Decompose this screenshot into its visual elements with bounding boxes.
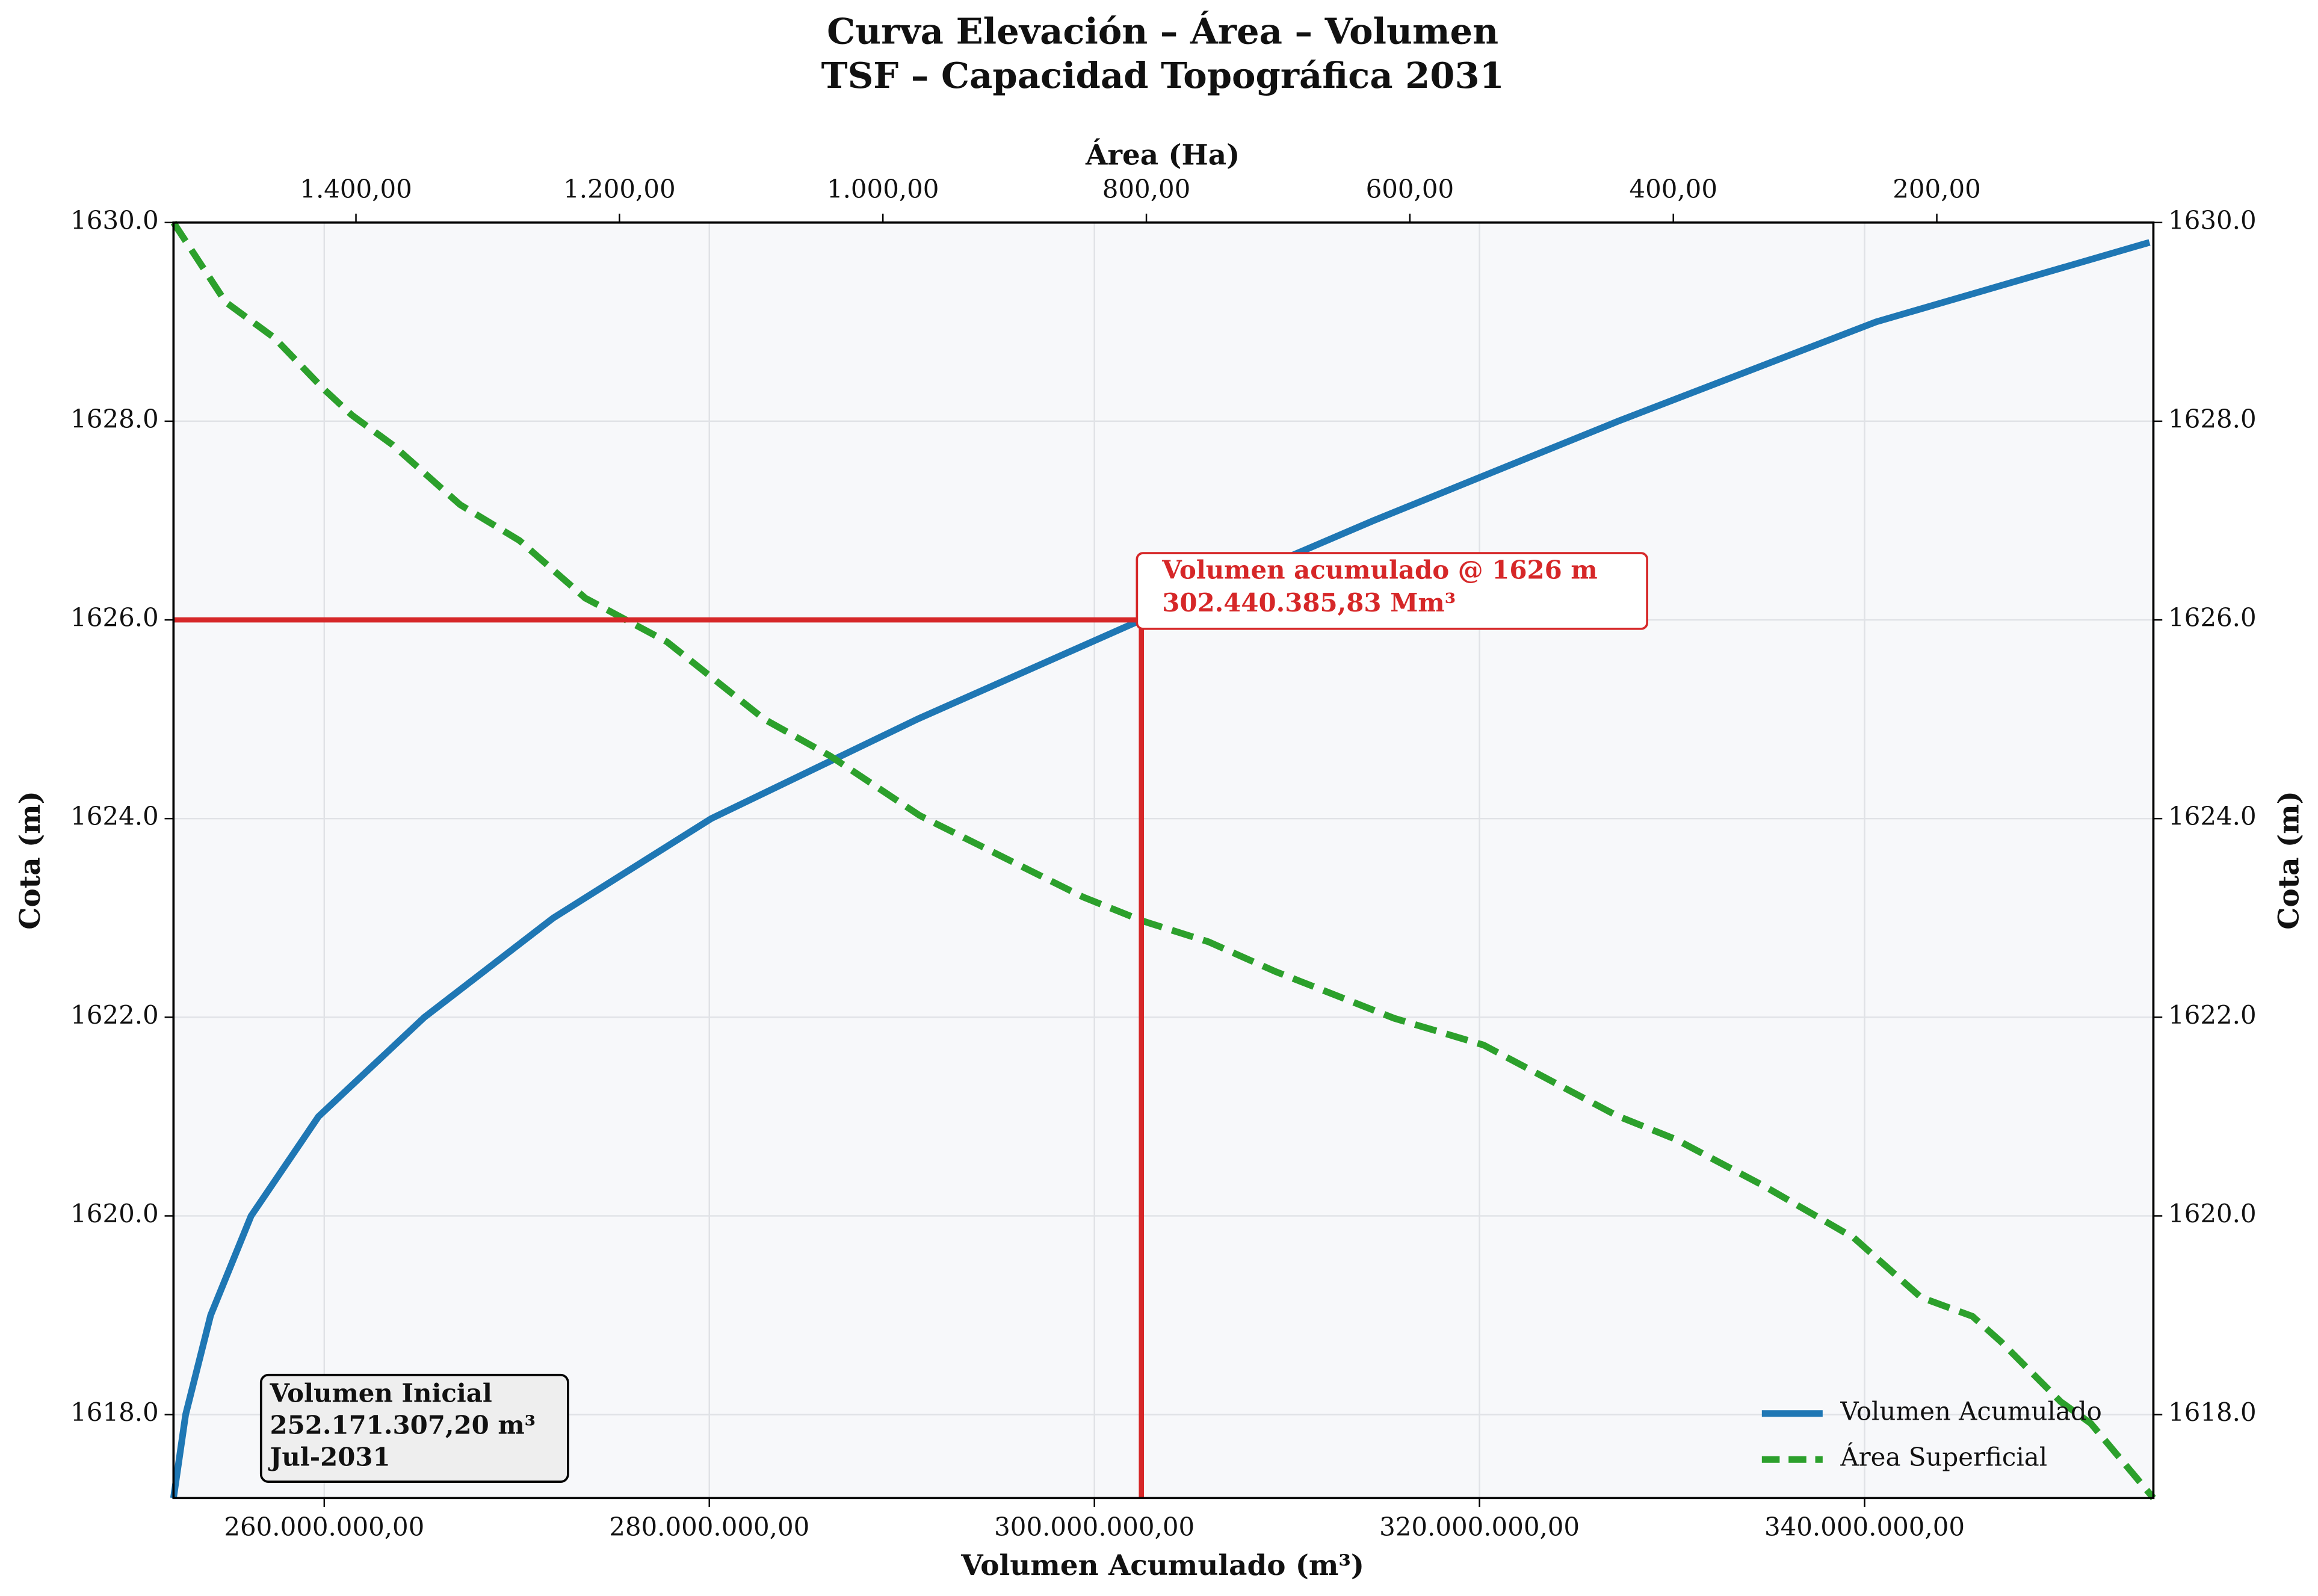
x-tick-label: 280.000.000,00 <box>609 1512 809 1541</box>
plot-background <box>173 222 2154 1499</box>
y-tick-label: 1622.0 <box>70 1000 159 1030</box>
x2-tick-label: 200,00 <box>1893 175 1981 204</box>
legend-label: Área Superficial <box>1840 1443 2047 1472</box>
x-tick-label: 260.000.000,00 <box>224 1512 424 1541</box>
line-series <box>170 239 2151 1499</box>
y-tick-label: 1630.0 <box>70 205 159 235</box>
legend-label: Volumen Acumulado <box>1840 1396 2101 1426</box>
line-series <box>170 220 2156 1500</box>
y-tick-label-right: 1628.0 <box>2168 404 2257 433</box>
y-tick-label: 1618.0 <box>70 1397 159 1427</box>
y-tick-label-right: 1630.0 <box>2168 205 2257 235</box>
info-text: Jul-2031 <box>268 1443 391 1472</box>
y-tick-label: 1620.0 <box>70 1199 159 1228</box>
y-tick-label: 1628.0 <box>70 404 159 433</box>
y-tick-label-right: 1622.0 <box>2168 1000 2257 1030</box>
x-axis-label: Volumen Acumulado (m³) <box>960 1549 1364 1582</box>
x2-axis-label: Área (Ha) <box>1085 138 1240 172</box>
y-axis-label-right: Cota (m) <box>2273 791 2306 930</box>
y-tick-label-right: 1618.0 <box>2168 1397 2257 1427</box>
y-tick-label: 1626.0 <box>70 603 159 633</box>
x2-tick-label: 400,00 <box>1629 175 1717 204</box>
info-box <box>259 1373 569 1483</box>
info-text: 252.171.307,20 m³ <box>270 1411 536 1440</box>
x2-tick-label: 1.200,00 <box>563 175 675 204</box>
x-tick-label: 300.000.000,00 <box>994 1512 1195 1541</box>
annotation-text: Volumen acumulado @ 1626 m <box>1161 555 1597 585</box>
annotation-box <box>1136 552 1648 630</box>
x-tick-label: 320.000.000,00 <box>1379 1512 1580 1541</box>
info-text: Volumen Inicial <box>270 1379 492 1408</box>
y-tick-label-right: 1624.0 <box>2168 802 2257 831</box>
x2-tick-label: 1.000,00 <box>827 175 939 204</box>
x-tick-label: 340.000.000,00 <box>1764 1512 1965 1541</box>
y-tick-label-right: 1620.0 <box>2168 1199 2257 1228</box>
chart-title: Curva Elevación – Área – Volumen <box>827 10 1498 52</box>
x2-tick-label: 1.400,00 <box>300 175 412 204</box>
y-axis-label: Cota (m) <box>14 791 47 930</box>
x2-tick-label: 800,00 <box>1102 175 1191 204</box>
annotation-text: 302.440.385,83 Mm³ <box>1162 588 1456 617</box>
y-tick-label-right: 1626.0 <box>2168 603 2257 633</box>
y-tick-label: 1624.0 <box>70 802 159 831</box>
chart-title: TSF – Capacidad Topográfica 2031 <box>821 54 1504 96</box>
x2-tick-label: 600,00 <box>1366 175 1454 204</box>
plot-frame <box>172 221 2155 1500</box>
